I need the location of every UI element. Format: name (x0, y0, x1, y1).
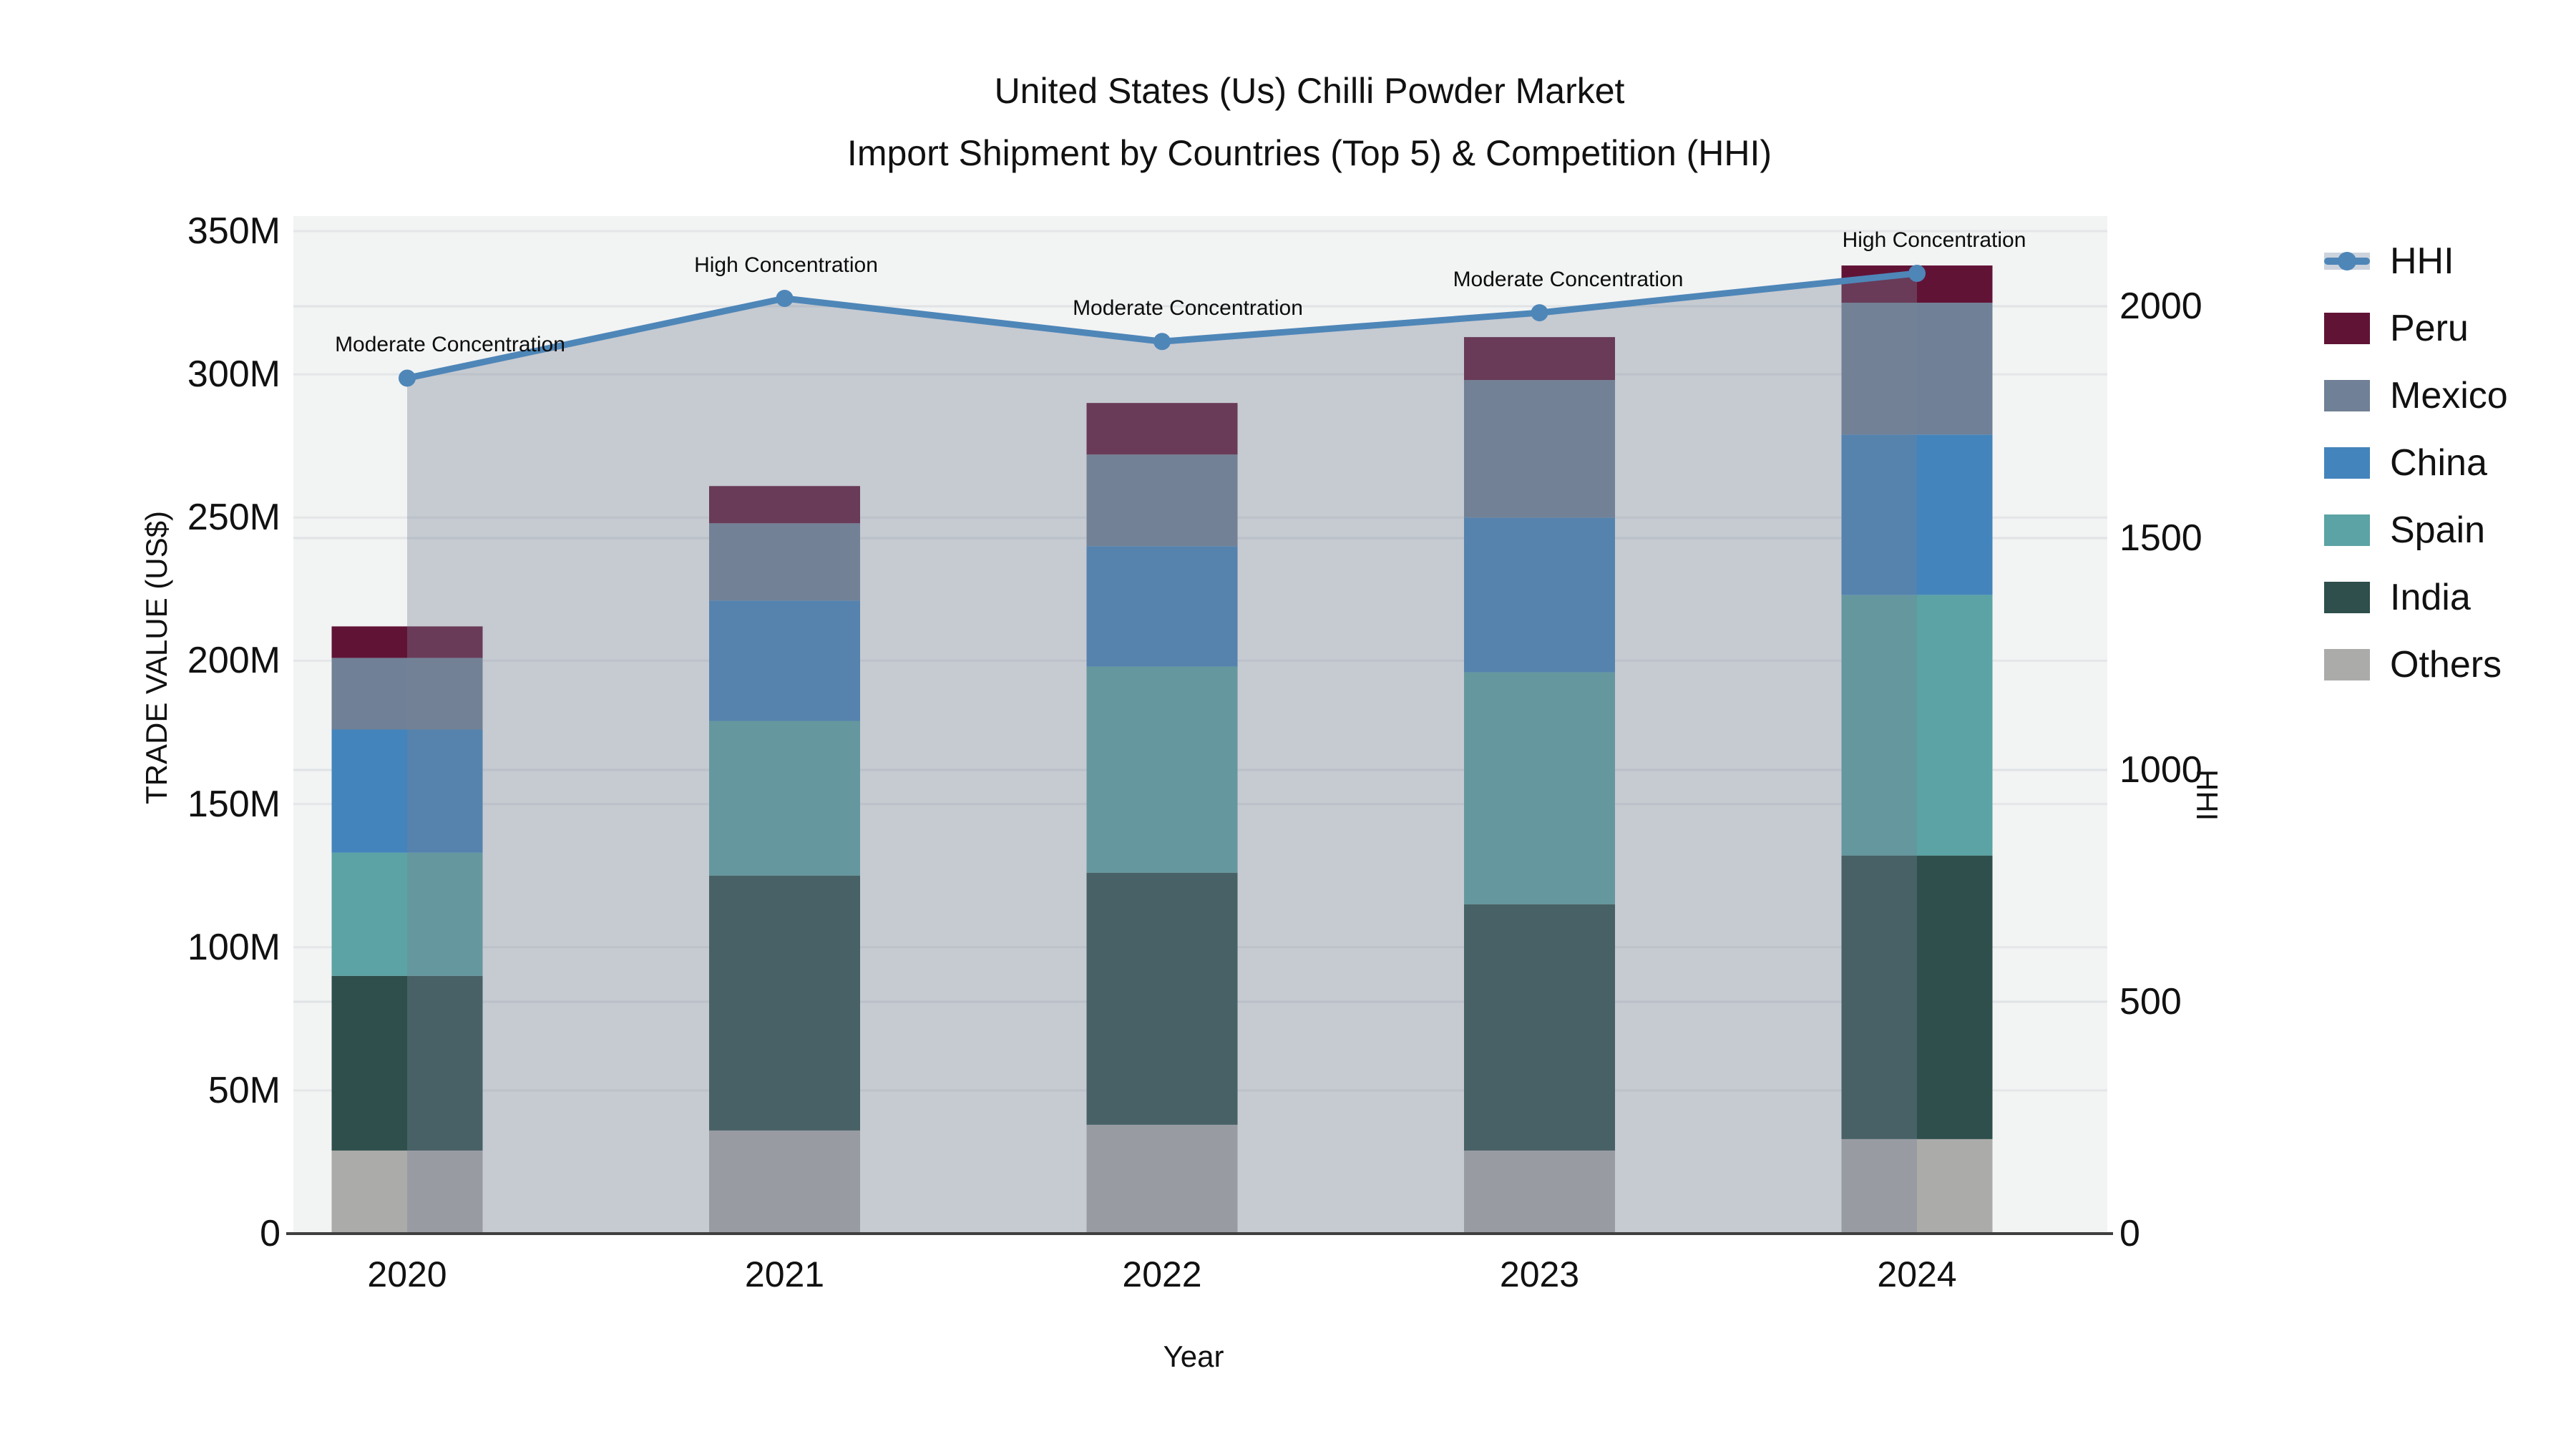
bar-segment-2023-spain[interactable] (1464, 672, 1615, 904)
bar-segment-2020-india[interactable] (331, 975, 483, 1151)
bar-segment-2024-india[interactable] (1841, 855, 1993, 1139)
legend-label-india: India (2390, 577, 2471, 618)
bar-segment-2021-china[interactable] (709, 600, 860, 721)
annotation-2022: Moderate Concentration (1073, 296, 1303, 321)
legend-item-china[interactable]: China (2324, 429, 2508, 497)
y-left-tick-0: 0 (260, 1213, 280, 1254)
bar-segment-2022-others[interactable] (1086, 1124, 1238, 1234)
hhi-marker-2020[interactable] (399, 369, 416, 387)
legend-hhi-line-icon (2324, 245, 2370, 277)
y-axis-left-title: TRADE VALUE (US$) (139, 511, 173, 804)
legend-label-mexico: Mexico (2390, 375, 2508, 416)
bar-segment-2020-peru[interactable] (331, 626, 483, 658)
bar-segment-2023-others[interactable] (1464, 1150, 1615, 1234)
y-right-tick-500: 500 (2119, 981, 2182, 1023)
bar-segment-2024-spain[interactable] (1841, 595, 1993, 856)
bar-segment-2020-china[interactable] (331, 729, 483, 853)
hhi-marker-2021[interactable] (776, 289, 794, 307)
bar-segment-2021-india[interactable] (709, 875, 860, 1131)
y-axis-right-title: HHI (2190, 769, 2224, 821)
y-left-tick-50M: 50M (208, 1069, 280, 1111)
bar-segment-2022-peru[interactable] (1086, 403, 1238, 455)
annotation-2021: High Concentration (694, 253, 878, 277)
legend-item-spain[interactable]: Spain (2324, 497, 2508, 564)
x-tick-2022: 2022 (1122, 1254, 1202, 1294)
legend-item-peru[interactable]: Peru (2324, 295, 2508, 362)
bar-segment-2022-mexico[interactable] (1086, 454, 1238, 547)
legend-label-others: Others (2390, 644, 2502, 686)
bar-segment-2023-china[interactable] (1464, 517, 1615, 673)
bar-segment-2020-mexico[interactable] (331, 658, 483, 730)
annotation-2023: Moderate Concentration (1453, 268, 1684, 292)
chart-title-line1: United States (Us) Chilli Powder Market (994, 71, 1625, 111)
legend-swatch-india (2324, 582, 2370, 613)
legend-label-hhi: HHI (2390, 240, 2454, 282)
x-tick-2020: 2020 (367, 1254, 447, 1294)
bar-segment-2022-spain[interactable] (1086, 666, 1238, 873)
y-right-tick-1500: 1500 (2119, 517, 2202, 559)
legend-item-mexico[interactable]: Mexico (2324, 362, 2508, 429)
bar-segment-2024-mexico[interactable] (1841, 303, 1993, 435)
legend-label-spain: Spain (2390, 509, 2485, 551)
x-tick-2023: 2023 (1499, 1254, 1580, 1294)
legend: HHI Peru Mexico China Spain India Others (2324, 228, 2508, 698)
bar-segment-2021-spain[interactable] (709, 721, 860, 876)
y-right-tick-1000: 1000 (2119, 749, 2202, 791)
bar-segment-2021-mexico[interactable] (709, 523, 860, 601)
legend-swatch-china (2324, 447, 2370, 479)
legend-hhi-marker-icon (2338, 252, 2356, 270)
y-left-tick-250M: 250M (187, 497, 280, 539)
x-tick-2024: 2024 (1877, 1254, 1957, 1294)
bar-segment-2024-china[interactable] (1841, 434, 1993, 595)
hhi-marker-2023[interactable] (1531, 304, 1548, 322)
legend-item-others[interactable]: Others (2324, 631, 2508, 698)
bar-segment-2023-india[interactable] (1464, 904, 1615, 1151)
legend-item-india[interactable]: India (2324, 564, 2508, 631)
bar-segment-2023-peru[interactable] (1464, 337, 1615, 381)
legend-swatch-others (2324, 649, 2370, 680)
bar-segment-2022-china[interactable] (1086, 546, 1238, 667)
y-left-tick-200M: 200M (187, 640, 280, 682)
y-left-tick-150M: 150M (187, 783, 280, 825)
x-tick-2021: 2021 (744, 1254, 825, 1294)
legend-swatch-mexico (2324, 380, 2370, 411)
hhi-marker-2022[interactable] (1153, 333, 1171, 351)
y-left-tick-350M: 350M (187, 210, 280, 252)
annotation-2024: High Concentration (1842, 228, 2026, 252)
hhi-area-fill (407, 273, 1917, 1234)
bar-segment-2020-others[interactable] (331, 1150, 483, 1234)
annotation-2020: Moderate Concentration (335, 333, 565, 357)
legend-item-hhi[interactable]: HHI (2324, 228, 2508, 295)
x-axis-title: Year (1163, 1340, 1224, 1373)
bar-segment-2021-peru[interactable] (709, 486, 860, 524)
bar-segment-2022-india[interactable] (1086, 872, 1238, 1125)
y-right-tick-2000: 2000 (2119, 286, 2202, 327)
legend-label-peru: Peru (2390, 308, 2469, 349)
hhi-marker-2024[interactable] (1908, 264, 1926, 282)
legend-swatch-peru (2324, 313, 2370, 344)
y-right-tick-0: 0 (2119, 1213, 2140, 1254)
y-left-tick-300M: 300M (187, 353, 280, 396)
bar-segment-2024-others[interactable] (1841, 1138, 1993, 1234)
bar-segment-2023-mexico[interactable] (1464, 380, 1615, 518)
bar-segment-2021-others[interactable] (709, 1130, 860, 1234)
legend-label-china: China (2390, 442, 2487, 484)
legend-swatch-spain (2324, 514, 2370, 546)
chart-title-line2: Import Shipment by Countries (Top 5) & C… (847, 133, 1772, 173)
bar-segment-2020-spain[interactable] (331, 852, 483, 976)
y-left-tick-100M: 100M (187, 926, 280, 968)
